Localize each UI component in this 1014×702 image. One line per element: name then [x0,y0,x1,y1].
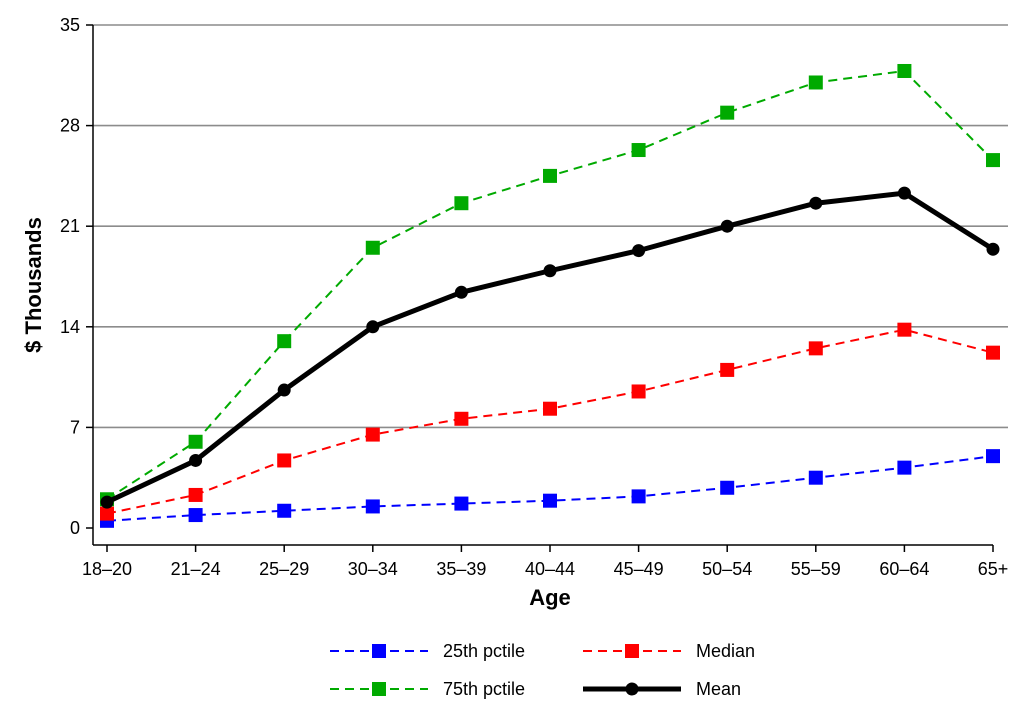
y-tick-label: 28 [60,116,80,136]
series-25th-pctile [100,449,1000,528]
x-tick-label: 60–64 [879,559,929,579]
y-tick-label: 7 [70,417,80,437]
data-point [454,196,469,211]
data-point [631,489,646,504]
legend-item-75th-pctile: 75th pctile [330,679,525,699]
data-point [808,470,823,485]
data-point [808,75,823,90]
series-line [106,455,994,522]
x-tick-label: 65+ [978,559,1009,579]
data-point [277,334,292,349]
data-point [809,196,823,210]
x-tick-label: 40–44 [525,559,575,579]
data-point [189,453,203,467]
data-point [720,480,735,495]
data-point [277,503,292,518]
data-point [720,362,735,377]
data-point [897,186,911,200]
x-tick-label: 50–54 [702,559,752,579]
x-tick-label: 18–20 [82,559,132,579]
data-point [897,460,912,475]
data-point [277,453,292,468]
data-point [454,285,468,299]
data-point [188,487,203,502]
data-point [366,320,380,334]
series-line [106,69,994,501]
y-tick-label: 14 [60,317,80,337]
data-point [632,244,646,258]
data-point [543,401,557,416]
x-tick-label: 45–49 [614,559,664,579]
data-point [808,341,823,356]
series-mean [100,186,1000,509]
data-point [897,63,912,78]
data-point [454,496,469,511]
legend-item-25th-pctile: 25th pctile [330,641,525,661]
data-point [543,168,557,183]
data-point [986,449,1000,464]
legend-marker [372,682,386,696]
data-point [986,345,1000,360]
y-axis-title: $ Thousands [21,217,46,353]
y-tick-label: 0 [70,518,80,538]
data-point [986,153,1000,168]
data-point [365,240,380,255]
y-tick-label: 35 [60,15,80,35]
x-axis-title: Age [529,585,571,610]
series-line [105,190,995,505]
x-tick-label: 55–59 [791,559,841,579]
series-line [106,328,994,515]
data-point [543,493,557,508]
series-median [100,322,1000,521]
legend-label: Mean [696,679,741,699]
data-point [720,105,735,120]
data-point [277,383,291,397]
x-tick-label: 25–29 [259,559,309,579]
series-75th-pctile [100,63,1000,507]
series-group [100,63,1000,528]
x-tick-label: 30–34 [348,559,398,579]
data-point [365,499,380,514]
legend-marker [625,682,639,696]
legend-label: 75th pctile [443,679,525,699]
data-point [897,322,912,337]
data-point [631,384,646,399]
x-tick-label: 21–24 [171,559,221,579]
legend: 25th pctile Median 75th pctile Mean [330,641,755,699]
data-point [720,219,734,233]
data-point [543,264,557,278]
y-tick-label: 21 [60,216,80,236]
data-point [631,143,646,158]
data-point [188,508,203,523]
legend-label: 25th pctile [443,641,525,661]
legend-item-median: Median [583,641,755,661]
legend-item-mean: Mean [583,679,741,699]
legend-marker [625,644,639,658]
legend-marker [372,644,386,658]
data-point [100,495,114,509]
data-point [454,411,469,426]
axes: 0 7 14 21 28 35 18–20 21–24 25–29 30–34 35–39 40–44… [60,15,1008,579]
data-point [100,506,114,521]
x-tick-label: 35–39 [436,559,486,579]
gridlines [93,24,1008,429]
legend-label: Median [696,641,755,661]
data-point [188,434,203,449]
data-point [986,242,1000,256]
data-point [365,427,380,442]
